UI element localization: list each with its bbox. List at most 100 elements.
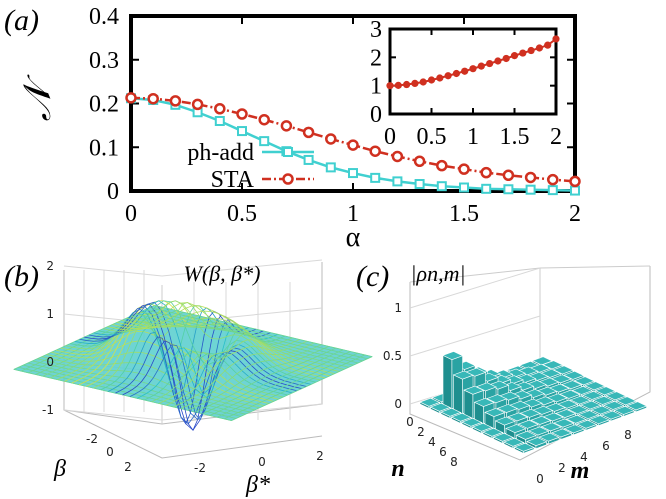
- data-point-sta: [436, 159, 448, 172]
- data-point-ph-add: [525, 184, 536, 195]
- data-point-sta: [480, 166, 492, 179]
- c-bar-top: [613, 406, 635, 415]
- b-mesh-line: [223, 354, 366, 420]
- c-bar-top: [482, 427, 504, 437]
- inset-data-point: [535, 44, 544, 52]
- b-z-tick-label: 2: [46, 259, 54, 273]
- c-bar-top: [475, 382, 497, 392]
- legend: ph-add STA: [187, 140, 314, 193]
- c-bar-top: [515, 430, 537, 440]
- data-point-ph-add: [481, 183, 492, 194]
- c-bar-top: [567, 405, 589, 415]
- inset-y-tick-label: 0: [370, 102, 382, 128]
- data-point-ph-add: [570, 185, 580, 196]
- c-bar-top: [530, 415, 552, 425]
- inset-x-tick-label: 1.5: [500, 124, 530, 150]
- c-bar-top: [603, 401, 625, 410]
- c-bar-top: [615, 396, 637, 406]
- inset-data-point: [477, 62, 485, 70]
- b-mesh-line: [202, 349, 344, 415]
- data-point-ph-add: [414, 179, 425, 189]
- y-axis-label: 𝒩: [17, 73, 59, 121]
- inset-data-point: [444, 72, 452, 80]
- b-mesh-line: [154, 305, 373, 357]
- c-bar-top: [588, 415, 610, 425]
- panel-c-label: (c): [356, 260, 389, 293]
- c-gridline: [409, 267, 541, 309]
- y-tick-label: 0.2: [89, 92, 119, 118]
- c-bar-top: [561, 380, 583, 390]
- data-point-sta: [391, 150, 404, 163]
- c-bar-top: [505, 424, 527, 433]
- c-bar-top: [626, 401, 648, 411]
- c-bar-top: [582, 391, 604, 400]
- c-z-tick-label: 1: [394, 301, 402, 315]
- c-z-tick-label: 0.5: [383, 349, 402, 363]
- y-tick-label: 0: [107, 179, 119, 205]
- b-gridline: [161, 259, 323, 277]
- c-m-tick-label: 6: [602, 439, 610, 453]
- inset-x-tick-label: 0.5: [417, 124, 447, 150]
- inset-data-point: [452, 69, 460, 78]
- data-point-sta: [458, 163, 470, 175]
- legend-label-ph-add: ph-add: [187, 140, 254, 166]
- c-m-tick-label: 8: [624, 428, 632, 442]
- c-m-tick-label: 2: [558, 461, 566, 475]
- c-bar-side: [442, 354, 453, 410]
- data-point-sta: [302, 126, 315, 139]
- data-point-sta: [569, 175, 581, 188]
- c-bar-top: [517, 419, 539, 429]
- c-n-label: n: [391, 456, 404, 482]
- c-bar-top: [484, 408, 506, 417]
- b-mesh-line: [145, 309, 363, 362]
- panel-b-label: (b): [4, 260, 39, 293]
- data-point-sta: [191, 98, 204, 111]
- c-bar-top: [513, 442, 535, 452]
- inset-data-point: [494, 57, 502, 65]
- c-bar-top: [440, 407, 462, 417]
- legend-marker: [282, 173, 294, 185]
- data-point-ph-add: [547, 185, 558, 196]
- c-bar-top: [461, 417, 483, 427]
- data-point-sta: [369, 145, 381, 157]
- c-n-tick-label: 6: [439, 445, 447, 459]
- data-point-ph-add: [325, 162, 336, 173]
- c-n-tick-label: 8: [450, 455, 458, 469]
- c-n-tick-label: 2: [417, 425, 425, 439]
- c-bar-top: [463, 385, 485, 395]
- c-frame-edge: [409, 267, 541, 283]
- inset-data-point: [469, 65, 477, 73]
- inset-data-point: [419, 78, 427, 86]
- b-z-tick-label: 1: [46, 307, 54, 321]
- data-point-ph-add: [348, 168, 358, 179]
- c-bar-top: [584, 381, 606, 391]
- b-mesh-line: [216, 352, 358, 418]
- b-z-tick-label: -1: [42, 403, 54, 417]
- b-y-tick-label: 0: [258, 455, 266, 469]
- c-bar-top: [519, 408, 541, 418]
- inset-data-point: [427, 76, 436, 84]
- c-bar-top: [471, 422, 493, 432]
- data-point-sta: [280, 120, 293, 132]
- x-tick-label: 1: [347, 201, 359, 227]
- c-bar-top: [442, 351, 464, 360]
- inset-data-point: [510, 52, 519, 60]
- data-point-sta: [502, 169, 515, 181]
- data-point-sta: [325, 133, 337, 145]
- x-tick-label: 0: [125, 201, 137, 227]
- data-point-sta: [413, 155, 426, 167]
- inset-y-tick-label: 2: [370, 45, 382, 71]
- panel-a-chart: 0 0.1 0.2 0.3 0.4 0 0.5 1 1.5 2 α 𝒩 ph-add STA 0…: [17, 4, 581, 253]
- c-m-tick-label: 4: [580, 450, 588, 464]
- inset-y-tick-label: 3: [370, 17, 382, 43]
- data-point-sta: [524, 171, 537, 184]
- panel-b-chart: 210-1-202 -2 0 2 W(β, β*) β β*: [13, 259, 373, 498]
- c-bar-top: [569, 395, 591, 405]
- inset-data-point: [519, 49, 527, 57]
- c-bar-top: [492, 432, 514, 442]
- c-bar-top: [528, 426, 550, 436]
- b-floor-edge: [63, 409, 323, 459]
